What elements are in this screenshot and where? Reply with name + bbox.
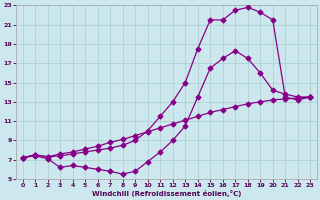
X-axis label: Windchill (Refroidissement éolien,°C): Windchill (Refroidissement éolien,°C) (92, 190, 241, 197)
